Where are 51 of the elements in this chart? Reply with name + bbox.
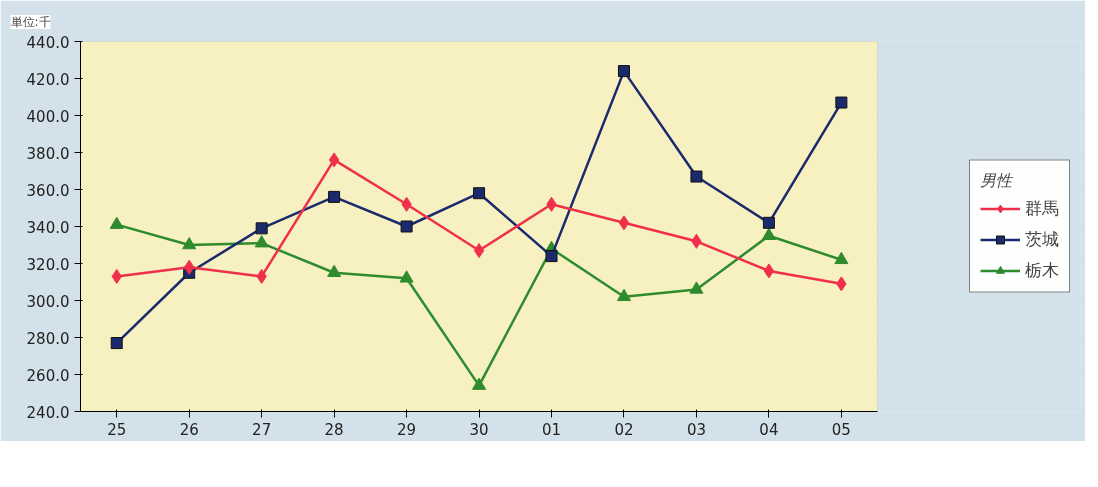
x-tick-label: 01 (541, 420, 562, 439)
y-tick-label: 280.0 (26, 329, 70, 348)
y-tick-label: 420.0 (26, 70, 70, 89)
legend-title: 男性 (980, 170, 1014, 192)
x-tick-label: 28 (324, 420, 344, 439)
point (763, 263, 775, 279)
point (400, 220, 413, 233)
y-tick-label: 300.0 (26, 292, 70, 311)
point (762, 216, 775, 229)
point (473, 243, 485, 259)
x-tick-label: 04 (759, 420, 779, 439)
point (617, 65, 630, 78)
x-tick-label: 30 (469, 420, 489, 439)
y-tick-label: 400.0 (26, 107, 70, 126)
point (472, 377, 487, 390)
point (328, 152, 340, 168)
point (255, 222, 268, 235)
point (835, 96, 848, 109)
y-tick-label: 360.0 (26, 181, 70, 200)
y-tick-label: 240.0 (26, 403, 70, 422)
x-tick-label: 02 (614, 420, 634, 439)
point (109, 216, 124, 229)
x-tick-label: 05 (831, 420, 851, 439)
point (690, 170, 703, 183)
point (182, 236, 197, 250)
point (328, 190, 341, 203)
y-tick-label: 320.0 (26, 255, 70, 274)
point (327, 264, 342, 277)
x-tick-label: 03 (686, 420, 706, 439)
point (254, 235, 269, 248)
y-tick-label: 380.0 (26, 144, 70, 163)
point (834, 251, 849, 265)
point (110, 337, 123, 350)
y-tick-label: 340.0 (26, 218, 70, 237)
point (473, 187, 486, 200)
x-tick-label: 29 (397, 420, 417, 439)
point (689, 281, 704, 294)
y-tick-label: 440.0 (26, 33, 70, 52)
point (545, 250, 558, 263)
x-tick-label: 27 (252, 420, 272, 439)
x-tick-label: 26 (179, 420, 199, 439)
x-tick-label: 25 (107, 420, 127, 439)
text: 単位:千 (10, 15, 51, 29)
point (761, 227, 776, 240)
legend-label: 群馬 (1025, 196, 1059, 220)
point (616, 288, 631, 302)
point (399, 270, 414, 283)
y-tick-label: 260.0 (26, 366, 70, 385)
legend-label: 栃木 (1025, 258, 1059, 282)
legend-label: 茨城 (1025, 227, 1059, 251)
point (618, 215, 630, 231)
